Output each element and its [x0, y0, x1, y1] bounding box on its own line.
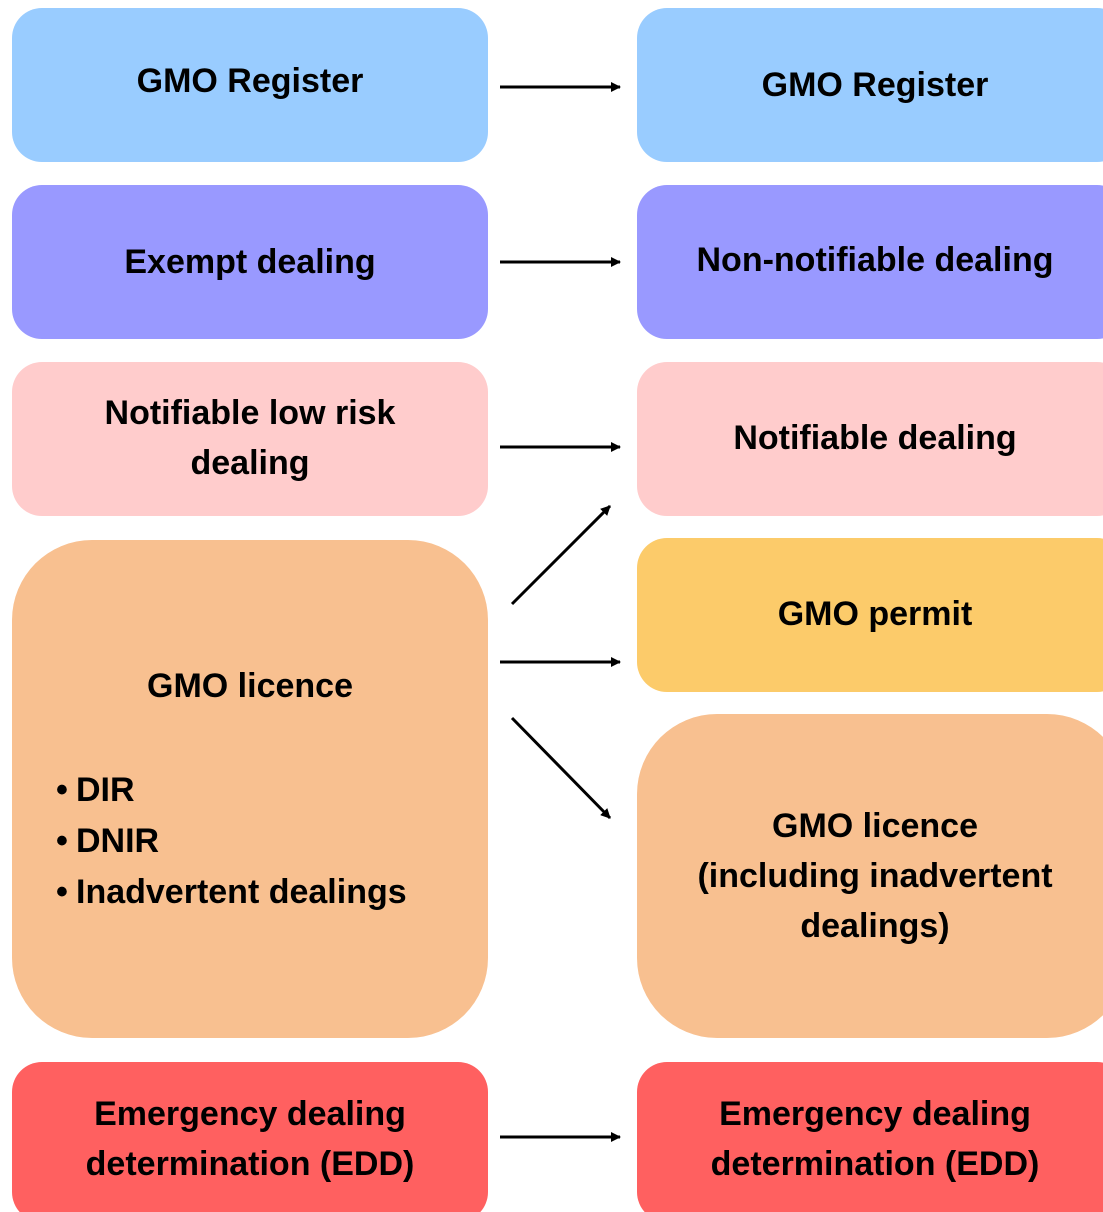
arrows	[500, 82, 621, 1142]
box	[637, 714, 1103, 1038]
box-label: Emergency dealing	[94, 1095, 406, 1133]
box-label: GMO permit	[778, 595, 973, 633]
bullet: •	[56, 771, 68, 809]
arrow	[510, 504, 612, 606]
box	[637, 1062, 1103, 1212]
box	[637, 8, 1103, 162]
bullet-item: DNIR	[76, 822, 159, 860]
box	[12, 540, 488, 1038]
box-label: (including inadvertent	[697, 857, 1052, 895]
box-label: GMO licence	[147, 667, 353, 705]
arrow	[510, 716, 612, 820]
box	[12, 1062, 488, 1212]
box	[12, 8, 488, 162]
box	[637, 538, 1103, 692]
box-label: dealing	[190, 444, 309, 482]
box	[12, 362, 488, 516]
bullet-item: Inadvertent dealings	[76, 873, 407, 911]
box	[637, 185, 1103, 339]
box-label: Notifiable low risk	[105, 394, 396, 432]
bullet-item: DIR	[76, 771, 135, 809]
bullet: •	[56, 822, 68, 860]
box	[637, 362, 1103, 516]
box-label: Exempt dealing	[124, 243, 375, 281]
box-label: GMO licence	[772, 807, 978, 845]
box-label: determination (EDD)	[711, 1145, 1040, 1183]
box-label: GMO Register	[137, 62, 364, 100]
box-label: Emergency dealing	[719, 1095, 1031, 1133]
box	[12, 185, 488, 339]
bullet: •	[56, 873, 68, 911]
box-label: dealings)	[800, 907, 949, 945]
box-label: determination (EDD)	[86, 1145, 415, 1183]
box-label: Non-notifiable dealing	[697, 241, 1054, 279]
box-label: Notifiable dealing	[733, 419, 1016, 457]
box-label: GMO Register	[762, 66, 989, 104]
